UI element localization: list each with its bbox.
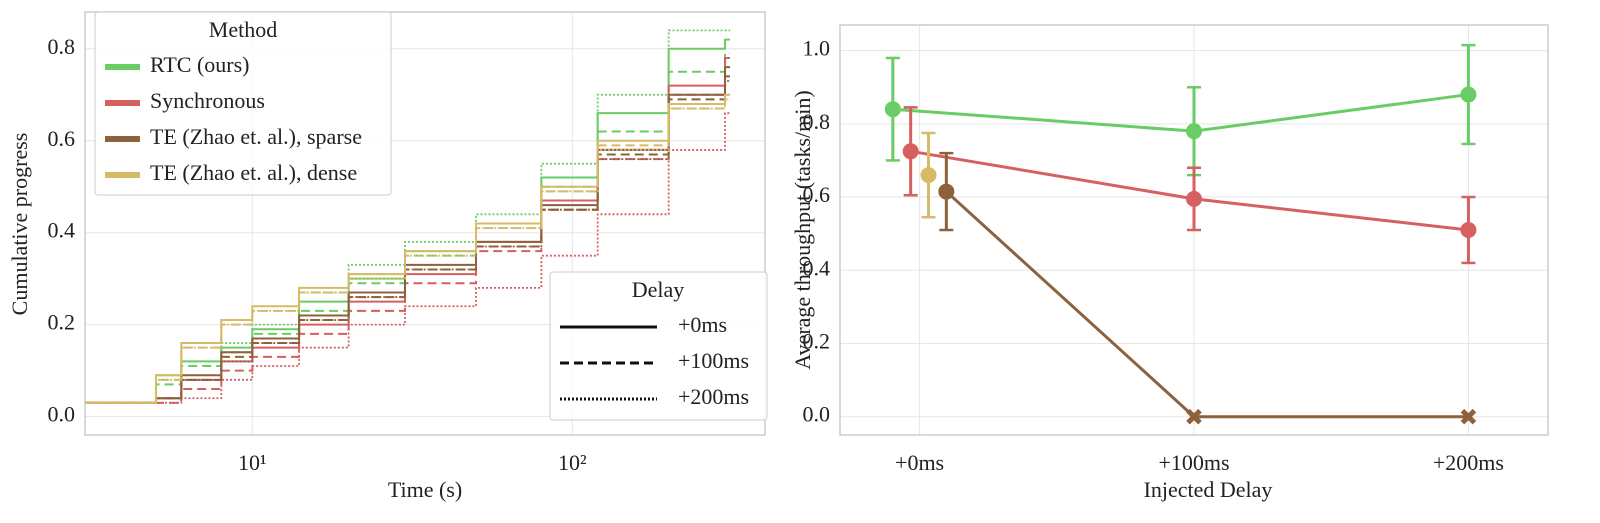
line [945, 190, 1469, 419]
marker [1186, 190, 1202, 207]
marker [1460, 86, 1477, 103]
y-tick-label: 1.0 [803, 36, 831, 61]
marker [1460, 408, 1477, 425]
line [910, 149, 1469, 232]
step-line [85, 98, 730, 404]
legend-label: TE (Zhao et. al.), sparse [150, 124, 362, 149]
line [892, 93, 1469, 133]
y-tick-label: 0.6 [803, 182, 831, 207]
y-tick-label: 0.0 [803, 402, 831, 427]
legend-label: RTC (ours) [150, 52, 250, 77]
step-line [85, 66, 730, 404]
y-tick-label: 0.2 [803, 329, 831, 354]
y-tick-label: 0.6 [48, 126, 76, 151]
legend-label: +200ms [678, 384, 749, 409]
legend-title: Method [209, 17, 277, 42]
marker [884, 101, 901, 118]
y-tick-label: 0.8 [48, 34, 76, 59]
legend-label: Synchronous [150, 88, 265, 113]
marker [1186, 408, 1202, 425]
marker [1460, 222, 1477, 238]
step-line [85, 112, 730, 404]
legend-box [549, 271, 768, 421]
y-tick-label: 0.0 [48, 402, 76, 427]
x-tick-label: 10² [558, 450, 587, 475]
y-tick-label: 0.4 [48, 218, 76, 243]
x-tick-label: +100ms [1158, 450, 1229, 475]
plot-frame [84, 11, 766, 436]
marker [1186, 123, 1202, 140]
marker [902, 143, 919, 160]
step-line [85, 80, 730, 404]
legend-label: +100ms [678, 348, 749, 373]
marker [920, 167, 937, 184]
y-tick-label: 0.8 [803, 109, 831, 134]
x-tick-label: +0ms [895, 450, 944, 475]
legend-label: +0ms [678, 312, 727, 337]
legend-title: Delay [632, 277, 685, 302]
y-axis-label: Cumulative progress [7, 133, 32, 316]
legend-box [94, 11, 392, 196]
y-axis-label: Average throughput (tasks/min) [790, 90, 815, 369]
x-tick-label: +200ms [1433, 450, 1504, 475]
x-axis-label: Time (s) [388, 477, 462, 502]
x-tick-label: 10¹ [238, 450, 267, 475]
step-line [85, 93, 730, 404]
marker [938, 183, 955, 200]
step-line [85, 52, 730, 404]
x-axis-label: Injected Delay [1144, 477, 1273, 502]
legend-label: TE (Zhao et. al.), dense [150, 160, 357, 185]
y-tick-label: 0.2 [48, 310, 76, 335]
plot-frame [839, 24, 1549, 436]
y-tick-label: 0.4 [803, 255, 831, 280]
